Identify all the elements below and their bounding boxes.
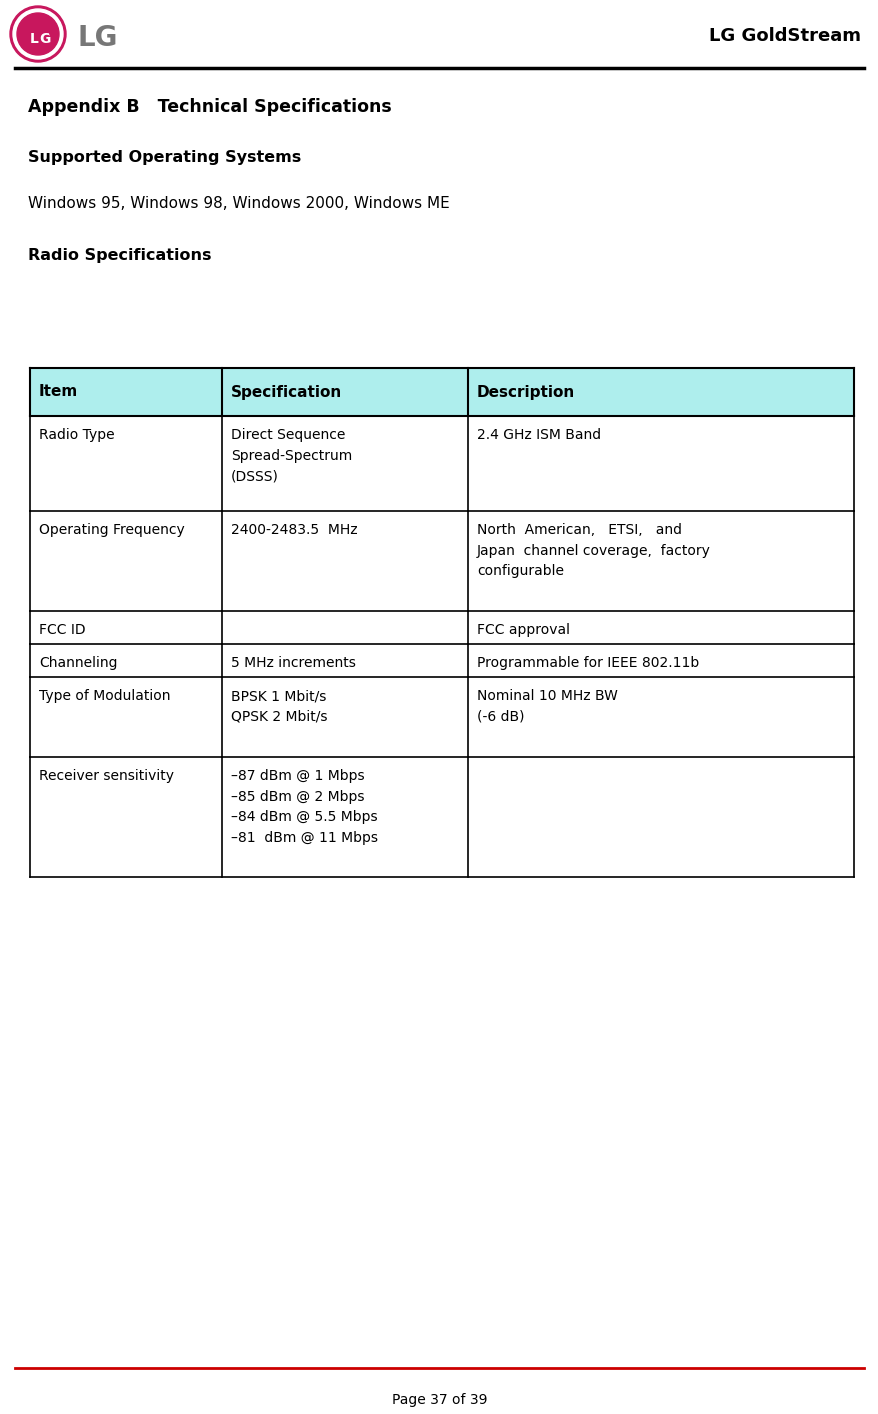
Text: G: G bbox=[40, 33, 51, 47]
Text: Windows 95, Windows 98, Windows 2000, Windows ME: Windows 95, Windows 98, Windows 2000, Wi… bbox=[28, 197, 450, 211]
Circle shape bbox=[13, 8, 63, 59]
Text: LG: LG bbox=[78, 24, 119, 52]
Text: 5 MHz increments: 5 MHz increments bbox=[231, 656, 356, 670]
Text: Direct Sequence
Spread-Spectrum
(DSSS): Direct Sequence Spread-Spectrum (DSSS) bbox=[231, 428, 352, 484]
Text: Page 37 of 39: Page 37 of 39 bbox=[392, 1393, 486, 1407]
Text: Description: Description bbox=[477, 385, 574, 400]
Text: LG GoldStream: LG GoldStream bbox=[709, 27, 860, 45]
Text: Nominal 10 MHz BW
(-6 dB): Nominal 10 MHz BW (-6 dB) bbox=[477, 689, 617, 724]
Text: Programmable for IEEE 802.11b: Programmable for IEEE 802.11b bbox=[477, 656, 699, 670]
Text: Specification: Specification bbox=[231, 385, 342, 400]
Text: Operating Frequency: Operating Frequency bbox=[39, 523, 184, 537]
Text: L: L bbox=[30, 33, 39, 47]
Text: Channeling: Channeling bbox=[39, 656, 118, 670]
Text: Appendix B   Technical Specifications: Appendix B Technical Specifications bbox=[28, 98, 392, 116]
Text: North  American,   ETSI,   and
Japan  channel coverage,  factory
configurable: North American, ETSI, and Japan channel … bbox=[477, 523, 710, 578]
Text: Receiver sensitivity: Receiver sensitivity bbox=[39, 769, 174, 783]
Text: Type of Modulation: Type of Modulation bbox=[39, 689, 170, 703]
Text: BPSK 1 Mbit/s
QPSK 2 Mbit/s: BPSK 1 Mbit/s QPSK 2 Mbit/s bbox=[231, 689, 327, 724]
Text: FCC approval: FCC approval bbox=[477, 624, 569, 636]
Text: Item: Item bbox=[39, 385, 78, 400]
Text: 2400-2483.5  MHz: 2400-2483.5 MHz bbox=[231, 523, 357, 537]
Circle shape bbox=[10, 6, 66, 62]
Circle shape bbox=[17, 13, 59, 55]
Bar bbox=[30, 368, 853, 416]
Text: –87 dBm @ 1 Mbps
–85 dBm @ 2 Mbps
–84 dBm @ 5.5 Mbps
–81  dBm @ 11 Mbps: –87 dBm @ 1 Mbps –85 dBm @ 2 Mbps –84 dB… bbox=[231, 769, 378, 844]
Text: Supported Operating Systems: Supported Operating Systems bbox=[28, 150, 301, 165]
Text: Radio Type: Radio Type bbox=[39, 428, 114, 443]
Text: Radio Specifications: Radio Specifications bbox=[28, 247, 212, 263]
Text: FCC ID: FCC ID bbox=[39, 624, 85, 636]
Text: 2.4 GHz ISM Band: 2.4 GHz ISM Band bbox=[477, 428, 601, 443]
